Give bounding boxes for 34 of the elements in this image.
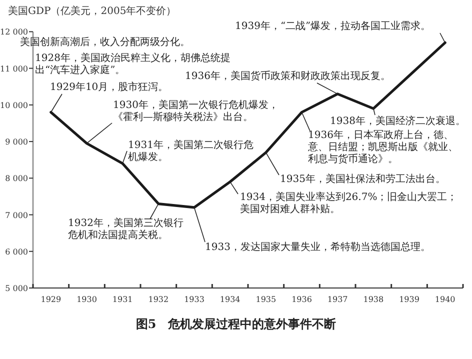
x-tick-label: 1932 [148, 295, 169, 304]
annotation: 1933，发达国家大量失业，希特勒当选德国总理。 [205, 241, 430, 253]
annotation: 1936年，美国货币政策和财政政策出现反复。 [185, 70, 390, 82]
y-tick-label: 7 000 [5, 210, 28, 220]
x-tick-label: 1935 [256, 295, 276, 304]
x-tick-label: 1939 [399, 295, 420, 304]
annotation: 1939年，“二战”爆发，拉动各国工业需求。 [235, 20, 431, 32]
x-tick-label: 1930 [76, 295, 97, 304]
annotation: 1929年10月，股市狂泻。 [50, 81, 168, 93]
x-tick-label: 1938 [363, 295, 384, 304]
annotation: 1938年，美国经济二次衰退。 [330, 115, 466, 127]
x-tick-label: 1929 [40, 295, 62, 304]
y-tick-label: 5 000 [5, 284, 28, 293]
y-tick-label: 8 000 [5, 174, 28, 184]
x-tick-label: 1936 [292, 295, 312, 304]
y-tick-label: 9 000 [5, 138, 28, 147]
x-tick-label: 1937 [327, 295, 348, 304]
annotation: 1930年，美国第一次银行危机爆发，《霍利—斯穆特关税法》出台。 [113, 99, 278, 123]
annotation: 1936年，日本军政府上台，德、意、日结盟；凯恩斯出版《就业、利息与货币通论》。 [307, 129, 458, 165]
y-axis-title: 美国GDP（亿美元，2005年不变价） [8, 5, 176, 17]
x-tick-label: 1931 [112, 295, 133, 304]
annotation: 1931年，美国第二次银行危机爆发。 [128, 139, 254, 163]
y-tick-label: 6 000 [5, 247, 28, 256]
annotation: 1932年，美国第三次银行危机和法国提高关税。 [68, 217, 184, 241]
text: 图5 危机发展过程中的意外事件不断 [136, 317, 336, 331]
x-tick-label: 1940 [434, 295, 456, 304]
y-tick-label: 12 000 [0, 28, 28, 37]
x-tick-label: 1934 [220, 295, 240, 304]
annotation: 1935年，美国社保法和劳工法出台。 [280, 173, 446, 185]
annotation: 1934，美国失业率达到26.7%；旧金山大罢工；美国对困难人群补贴。 [240, 191, 458, 215]
y-tick-label: 10 000 [0, 100, 28, 110]
y-tick-label: 11 000 [0, 64, 28, 74]
x-tick-label: 1933 [184, 295, 204, 304]
annotation: 美国创新高潮后，收入分配两级分化。 [20, 36, 190, 48]
